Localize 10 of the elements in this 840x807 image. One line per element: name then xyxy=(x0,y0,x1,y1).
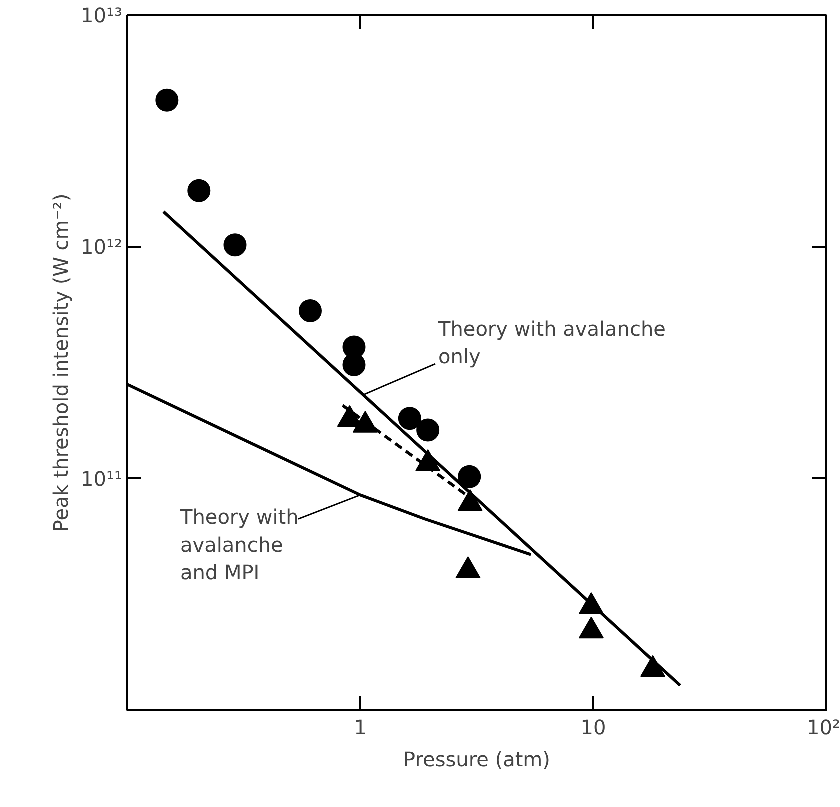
annotation: Theory with avalanche and MPI xyxy=(180,505,299,584)
y-tick-label: 10¹¹ xyxy=(81,466,122,491)
x-tick-label: 10² xyxy=(807,716,840,740)
y-tick-label: 10¹³ xyxy=(81,4,122,28)
x-tick-label: 1 xyxy=(354,716,367,740)
x-axis-title: Pressure (atm) xyxy=(404,748,550,772)
x-tick-label: 10 xyxy=(580,716,606,740)
y-tick-label: 10¹² xyxy=(81,235,122,260)
y-axis-title: Peak threshold intensity (W cm⁻²) xyxy=(49,194,74,532)
annotation: Theory with avalanche only xyxy=(437,317,666,369)
